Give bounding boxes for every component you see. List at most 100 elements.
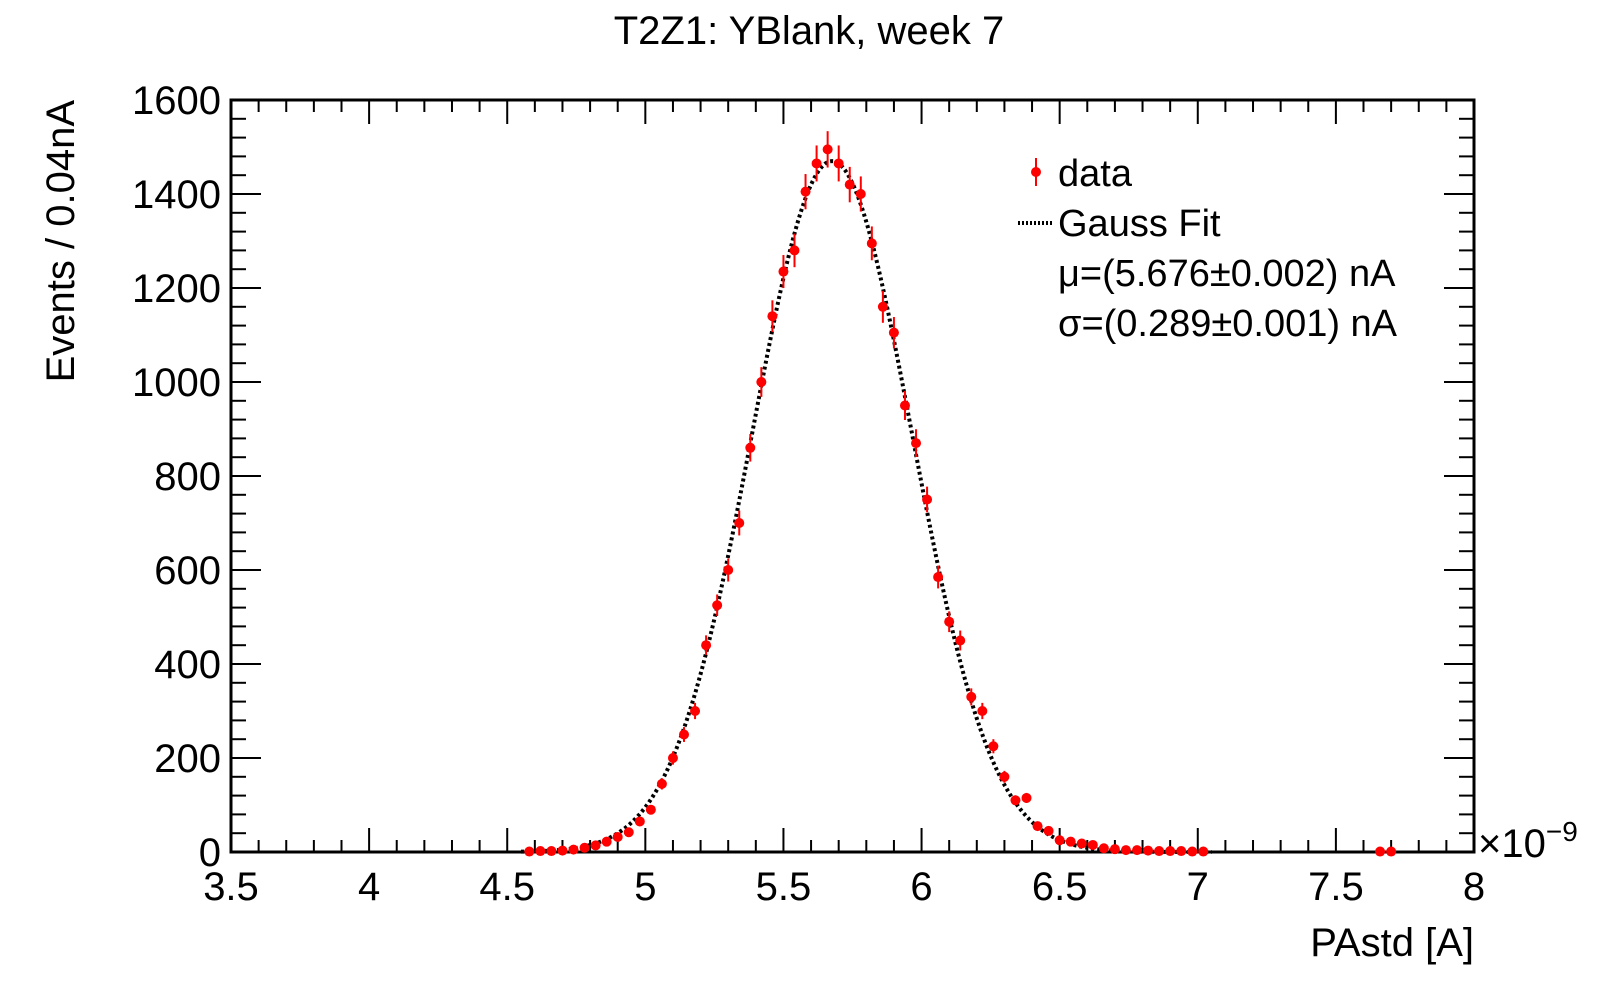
data-point: [999, 770, 1010, 783]
x-axis-ticks: [230, 100, 1475, 852]
y-axis-label: Events / 0.04nA: [39, 100, 83, 383]
data-marker: [1165, 846, 1176, 857]
data-marker: [612, 831, 623, 842]
data-point: [723, 558, 734, 582]
data-point: [811, 145, 822, 182]
data-marker: [601, 836, 612, 847]
data-point: [899, 391, 910, 420]
data-point: [1375, 846, 1386, 857]
y-axis-tick-labels: 0 200 400 600 800 1000 1200 1400 1600: [132, 79, 221, 875]
data-point: [1065, 836, 1076, 847]
data-marker: [1375, 846, 1386, 857]
data-point: [955, 630, 966, 651]
data-point: [911, 429, 922, 457]
data-marker: [1010, 795, 1021, 806]
data-point: [601, 836, 612, 847]
data-marker: [800, 186, 811, 197]
data-marker: [712, 600, 723, 611]
data-marker: [756, 377, 767, 387]
data-marker: [933, 572, 944, 583]
data-marker: [966, 691, 977, 702]
data-marker: [977, 706, 988, 716]
data-marker: [623, 827, 634, 838]
data-marker: [656, 778, 667, 789]
data-point: [988, 739, 999, 754]
data-point: [1120, 845, 1131, 856]
data-point: [645, 804, 656, 815]
legend: data Gauss Fit μ=(5.676±0.002) nA σ=(0.2…: [1018, 153, 1398, 345]
data-point: [1109, 844, 1120, 855]
data-point: [701, 635, 712, 656]
data-point: [1176, 846, 1187, 857]
x-axis-exponent-base: ×10: [1478, 822, 1546, 866]
data-point: [877, 290, 888, 323]
data-marker: [999, 771, 1010, 782]
data-marker: [767, 311, 778, 322]
data-marker: [590, 840, 601, 851]
data-point: [844, 166, 855, 203]
data-marker: [557, 845, 568, 856]
data-marker: [922, 494, 933, 505]
x-tick-label: 7: [1187, 865, 1209, 909]
data-marker: [1386, 846, 1397, 857]
data-point: [546, 846, 557, 857]
y-tick-label: 600: [154, 549, 221, 593]
data-point: [1021, 792, 1032, 803]
x-axis-exponent: ×10−9: [1478, 816, 1578, 866]
data-point: [734, 510, 745, 536]
y-tick-label: 0: [199, 831, 221, 875]
data-point: [933, 565, 944, 589]
data-marker: [1132, 845, 1143, 856]
data-marker: [1065, 836, 1076, 847]
data-point: [1143, 845, 1154, 856]
data-point: [623, 827, 634, 838]
data-point: [535, 846, 546, 857]
data-marker: [645, 804, 656, 815]
data-marker: [524, 846, 535, 857]
data-marker: [1187, 846, 1198, 857]
data-marker: [745, 442, 756, 453]
data-point: [1010, 795, 1021, 806]
data-series: [524, 131, 1397, 857]
y-tick-label: 400: [154, 643, 221, 687]
data-marker: [1176, 846, 1187, 857]
data-point: [679, 727, 690, 742]
y-tick-label: 1000: [132, 361, 221, 405]
data-marker: [1054, 835, 1065, 846]
data-point: [1132, 845, 1143, 856]
data-point: [1076, 838, 1087, 849]
data-point: [966, 688, 977, 706]
data-marker: [855, 189, 866, 199]
data-marker: [546, 846, 557, 857]
data-point: [822, 131, 833, 168]
data-marker: [1098, 843, 1109, 854]
data-marker: [955, 635, 966, 646]
data-marker: [568, 844, 579, 855]
data-point: [1198, 846, 1209, 857]
legend-data-marker: [1031, 167, 1041, 177]
x-tick-label: 4: [358, 865, 380, 909]
data-point: [789, 233, 800, 268]
x-tick-label: 6: [910, 865, 932, 909]
data-point: [1032, 821, 1043, 832]
x-tick-label: 3.5: [203, 865, 259, 909]
data-point: [524, 846, 535, 857]
x-axis-tick-labels: 3.5 4 4.5 5 5.5 6 6.5 7 7.5 8: [203, 865, 1485, 909]
data-point: [767, 300, 778, 333]
legend-sigma-annotation: σ=(0.289±0.001) nA: [1058, 303, 1398, 345]
data-marker: [1021, 792, 1032, 803]
data-marker: [877, 301, 888, 312]
x-tick-label: 4.5: [479, 865, 535, 909]
y-tick-label: 200: [154, 737, 221, 781]
data-point: [1054, 835, 1065, 846]
data-point: [977, 702, 988, 720]
data-point: [1386, 846, 1397, 857]
data-marker: [701, 640, 712, 651]
data-point: [833, 145, 844, 182]
data-marker: [1154, 846, 1165, 857]
data-point: [656, 778, 667, 790]
x-axis-exponent-power: −9: [1546, 816, 1578, 847]
y-axis-ticks: [231, 99, 1474, 853]
data-marker: [1143, 845, 1154, 856]
